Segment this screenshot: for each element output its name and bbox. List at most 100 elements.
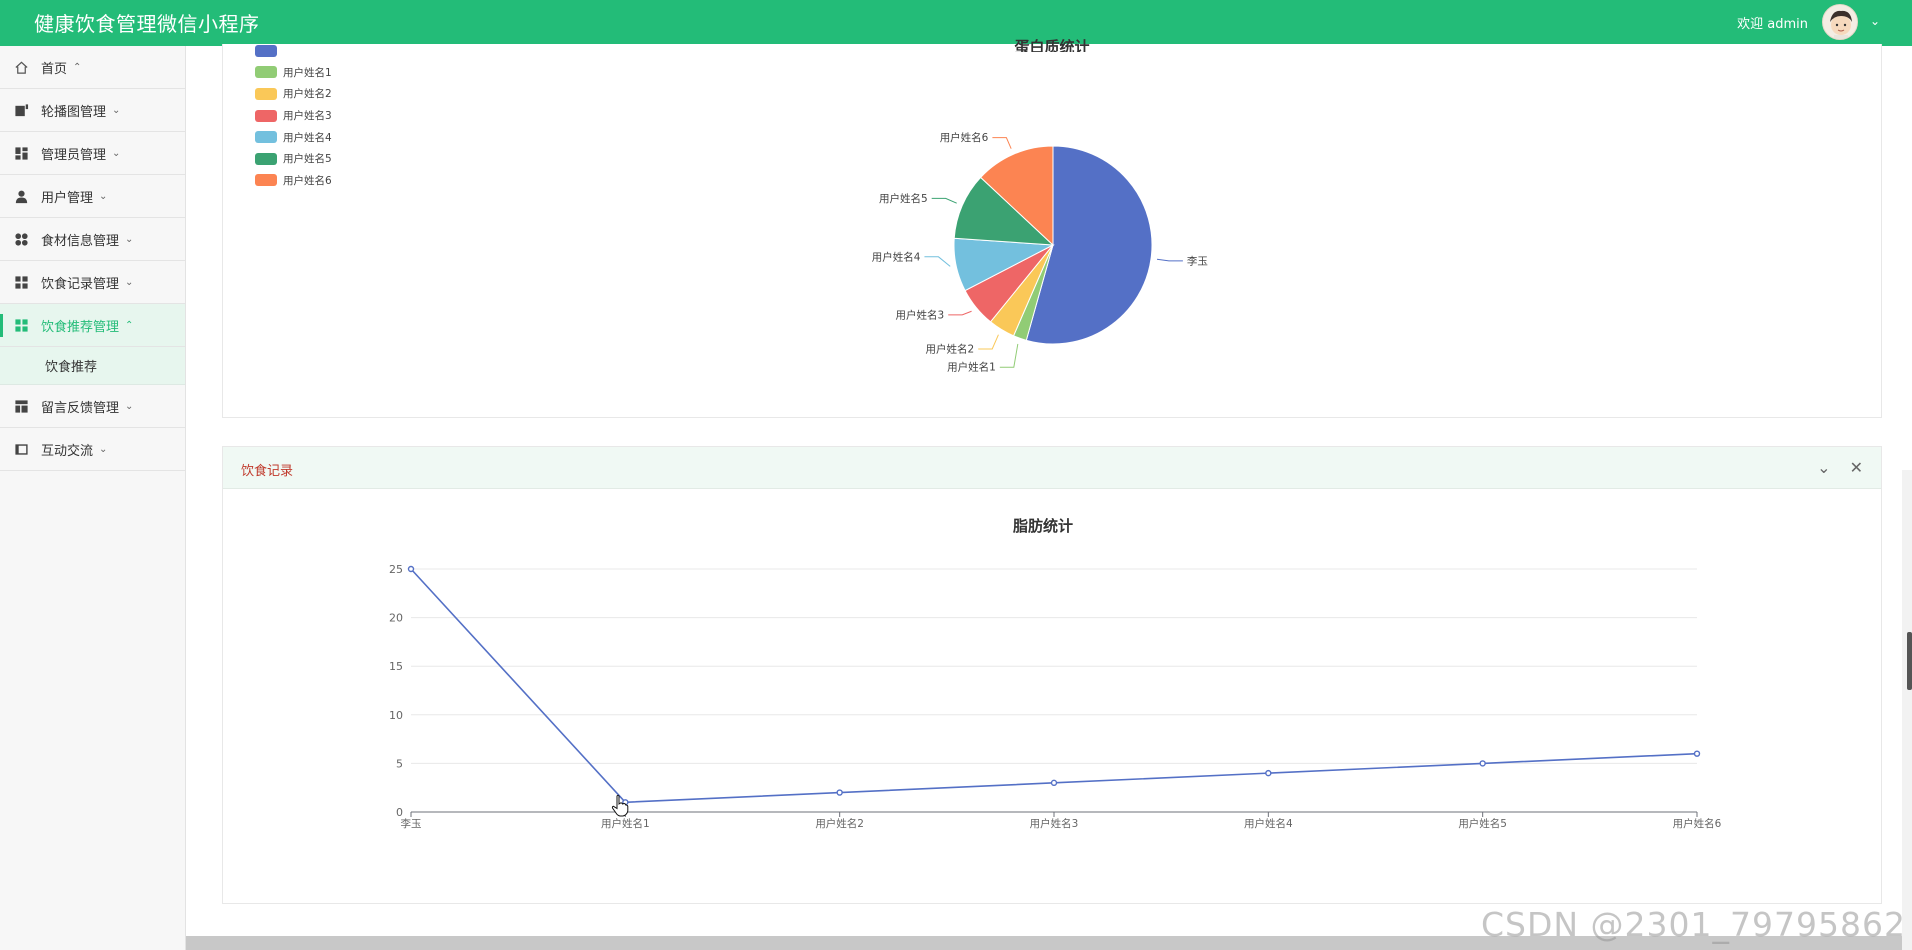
sidebar-item-label: 首页 xyxy=(41,61,68,77)
data-point[interactable] xyxy=(407,565,415,573)
pie-label-line xyxy=(931,197,957,204)
pie-label-line xyxy=(978,334,999,350)
chevron-down-icon: ⌄ xyxy=(99,443,108,455)
data-point[interactable] xyxy=(836,789,843,796)
legend-item[interactable]: 李玉 xyxy=(255,40,332,62)
sidebar-item-label: 留言反馈管理 xyxy=(41,400,120,416)
x-tick-label: 用户姓名2 xyxy=(815,817,864,830)
avatar-face-icon xyxy=(1830,10,1852,39)
y-tick-label: 0 xyxy=(396,806,403,819)
user-menu-chevron-icon[interactable]: ⌄ xyxy=(1869,14,1880,28)
horizontal-scrollbar[interactable] xyxy=(186,936,1902,950)
pie-label: 用户姓名3 xyxy=(896,308,945,321)
sidebar-item-forum[interactable]: 互动交流 ⌄ xyxy=(0,428,185,471)
data-point[interactable] xyxy=(1265,769,1272,777)
sidebar-item-diet-recommend[interactable]: 饮食推荐管理 ⌃ xyxy=(0,304,185,347)
user-icon xyxy=(15,190,28,203)
y-tick-label: 20 xyxy=(389,612,403,625)
submenu-item-diet-recommend[interactable]: 饮食推荐 xyxy=(0,347,185,385)
pie-label: 用户姓名5 xyxy=(879,192,928,205)
data-point[interactable] xyxy=(1693,750,1701,757)
vertical-scrollbar[interactable] xyxy=(1902,470,1912,950)
legend-label: 用户姓名5 xyxy=(283,153,332,166)
sidebar-item-label: 用户管理 xyxy=(41,190,94,206)
line-chart: 脂肪统计 0 5 10 15 20 25 李玉 用户姓名1 用户姓名2 用户姓名3 用户姓名4 用户姓名… xyxy=(389,517,1722,830)
y-tick-label: 25 xyxy=(389,563,403,576)
chevron-down-icon: ⌄ xyxy=(99,190,108,202)
legend-item[interactable]: 用户姓名5 xyxy=(255,148,332,170)
x-tick-label: 用户姓名6 xyxy=(1673,817,1722,830)
chevron-down-icon: ⌄ xyxy=(125,276,134,288)
close-icon[interactable]: ✕ xyxy=(1849,458,1863,477)
feedback-icon xyxy=(15,399,28,413)
admin-icon xyxy=(15,146,28,160)
pie-slice[interactable] xyxy=(953,176,1055,246)
legend-swatch xyxy=(255,109,277,122)
pie-label-line xyxy=(948,310,972,316)
chevron-down-icon: ⌄ xyxy=(125,400,134,412)
pie-label: 用户姓名6 xyxy=(940,131,989,144)
legend-swatch xyxy=(255,152,277,165)
diet-records-card: 饮食记录 ⌄ ✕ 脂肪统计 0 5 10 15 20 25 李玉 用户姓名1 用户姓名2 用户姓名3… xyxy=(222,446,1882,904)
sidebar-item-ingredients[interactable]: 食材信息管理 ⌄ xyxy=(0,218,185,261)
pie-slice[interactable] xyxy=(1025,145,1153,345)
legend-label: 用户姓名6 xyxy=(283,174,332,187)
legend-swatch xyxy=(255,131,277,144)
pie-label-line xyxy=(992,137,1012,149)
legend-label: 用户姓名3 xyxy=(283,110,332,123)
x-tick-label: 用户姓名5 xyxy=(1458,817,1507,830)
sidebar-item-label: 食材信息管理 xyxy=(41,233,120,249)
carousel-icon xyxy=(15,103,29,116)
data-point[interactable] xyxy=(1050,779,1058,787)
chevron-up-icon: ⌃ xyxy=(125,319,134,331)
app-title: 健康饮食管理微信小程序 xyxy=(34,12,260,36)
data-point[interactable] xyxy=(1479,760,1486,767)
legend-item[interactable]: 用户姓名3 xyxy=(255,105,332,127)
y-tick-label: 5 xyxy=(396,757,403,770)
watermark: CSDN @2301_79795862 xyxy=(1480,905,1906,944)
x-tick-label: 用户姓名1 xyxy=(601,817,650,830)
records-icon xyxy=(15,275,28,289)
collapse-chevron-icon[interactable]: ⌄ xyxy=(1817,458,1831,477)
sidebar-item-label: 管理员管理 xyxy=(41,147,107,163)
legend-swatch xyxy=(255,44,277,57)
legend-label: 用户姓名2 xyxy=(283,88,332,101)
sidebar-item-home[interactable]: 首页 ⌃ xyxy=(0,46,185,89)
sidebar-item-label: 轮播图管理 xyxy=(41,104,107,120)
series-line xyxy=(410,568,1698,804)
sidebar: 首页 ⌃ 轮播图管理 ⌄ 管理员管理 ⌄ 用户管理 ⌄ 食材信息管理 ⌄ 饮食记… xyxy=(0,46,186,950)
legend-item[interactable]: 用户姓名1 xyxy=(255,62,332,84)
forum-icon xyxy=(15,443,28,455)
sidebar-item-diet-records[interactable]: 饮食记录管理 ⌄ xyxy=(0,261,185,304)
card-header: 饮食记录 ⌄ ✕ xyxy=(223,447,1881,489)
ingredients-icon xyxy=(15,232,28,246)
sidebar-item-users[interactable]: 用户管理 ⌄ xyxy=(0,175,185,218)
pie-label: 用户姓名1 xyxy=(947,361,996,374)
legend-item[interactable]: 用户姓名4 xyxy=(255,126,332,148)
sidebar-item-carousel[interactable]: 轮播图管理 ⌄ xyxy=(0,89,185,132)
card-title: 饮食记录 xyxy=(241,464,294,479)
legend-item[interactable]: 用户姓名6 xyxy=(255,170,332,192)
avatar[interactable] xyxy=(1822,4,1858,40)
legend-label: 用户姓名1 xyxy=(283,66,332,79)
legend-swatch xyxy=(255,87,277,100)
y-tick-label: 10 xyxy=(389,709,403,722)
vertical-scrollbar-thumb[interactable] xyxy=(1907,632,1912,690)
x-tick-label: 李玉 xyxy=(401,817,422,830)
sidebar-item-label: 饮食记录管理 xyxy=(41,276,120,292)
sidebar-item-admins[interactable]: 管理员管理 ⌄ xyxy=(0,132,185,175)
sidebar-item-label: 饮食推荐管理 xyxy=(41,319,120,335)
legend-item[interactable]: 用户姓名2 xyxy=(255,83,332,105)
pie-label-line xyxy=(924,256,951,267)
sidebar-item-label: 互动交流 xyxy=(41,443,94,459)
pie-label-line xyxy=(999,343,1019,368)
home-icon xyxy=(15,61,28,74)
pie-label: 用户姓名4 xyxy=(872,250,921,263)
pie-slice[interactable] xyxy=(979,145,1054,247)
sidebar-item-feedback[interactable]: 留言反馈管理 ⌄ xyxy=(0,385,185,428)
chevron-down-icon: ⌄ xyxy=(112,104,121,116)
card-tools: ⌄ ✕ xyxy=(1803,458,1863,477)
y-tick-label: 15 xyxy=(389,660,403,673)
